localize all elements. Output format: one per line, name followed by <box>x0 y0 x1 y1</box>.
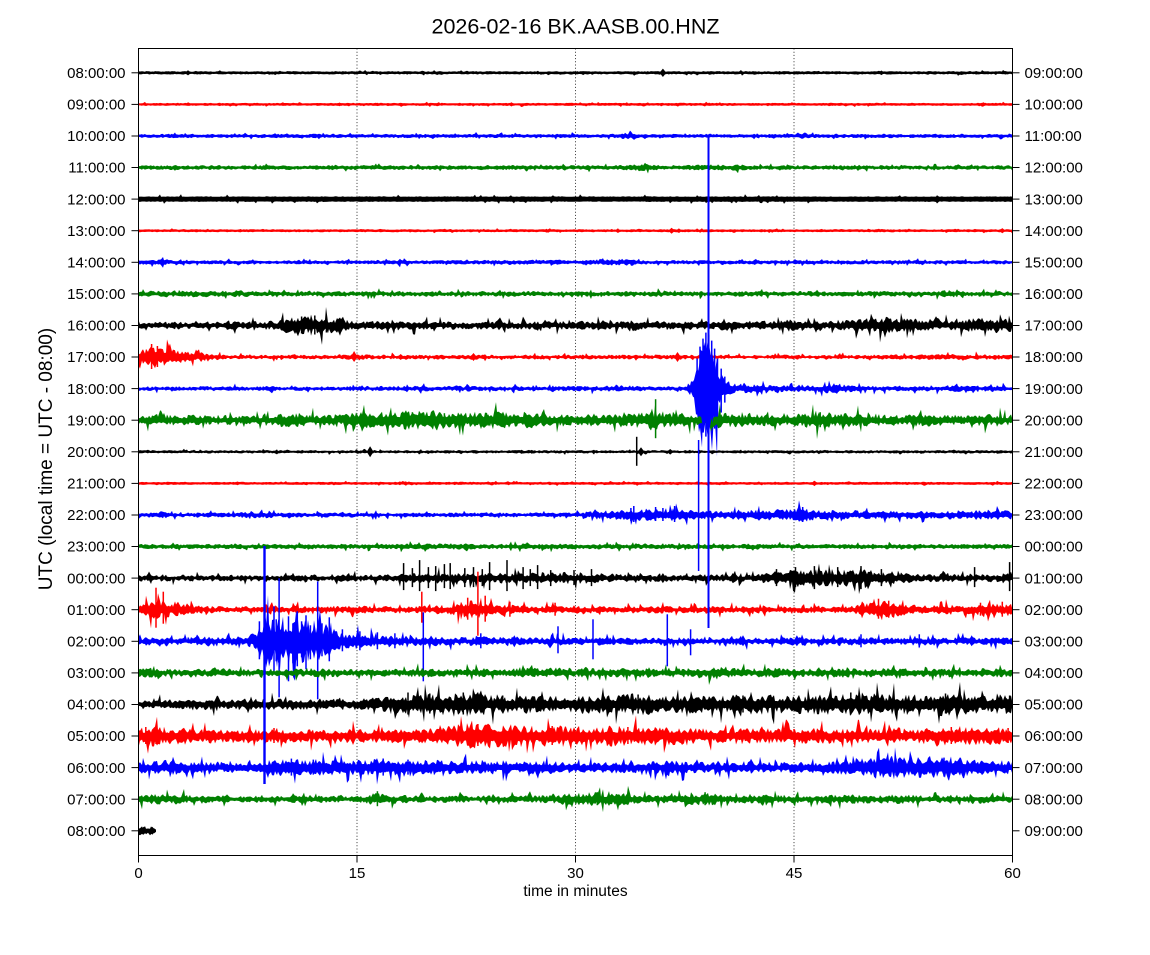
svg-text:2026-02-16 BK.AASB.00.HNZ: 2026-02-16 BK.AASB.00.HNZ <box>431 15 719 39</box>
svg-text:00:00:00: 00:00:00 <box>1025 539 1083 556</box>
svg-text:04:00:00: 04:00:00 <box>1025 665 1083 682</box>
svg-text:08:00:00: 08:00:00 <box>1025 791 1083 808</box>
svg-text:19:00:00: 19:00:00 <box>67 412 125 429</box>
svg-text:UTC (local time = UTC - 08:00): UTC (local time = UTC - 08:00) <box>36 328 57 590</box>
svg-text:18:00:00: 18:00:00 <box>1025 349 1083 366</box>
svg-text:22:00:00: 22:00:00 <box>67 507 125 524</box>
svg-text:16:00:00: 16:00:00 <box>1025 286 1083 303</box>
svg-text:11:00:00: 11:00:00 <box>68 160 125 177</box>
svg-text:20:00:00: 20:00:00 <box>1025 412 1083 429</box>
svg-text:01:00:00: 01:00:00 <box>1025 570 1083 587</box>
svg-text:15: 15 <box>349 865 366 882</box>
svg-text:0: 0 <box>134 865 142 882</box>
svg-text:09:00:00: 09:00:00 <box>1025 65 1083 82</box>
svg-text:07:00:00: 07:00:00 <box>67 791 125 808</box>
svg-text:15:00:00: 15:00:00 <box>67 286 125 303</box>
svg-text:12:00:00: 12:00:00 <box>67 191 125 208</box>
svg-text:05:00:00: 05:00:00 <box>1025 697 1083 714</box>
svg-text:08:00:00: 08:00:00 <box>67 65 125 82</box>
svg-text:time in minutes: time in minutes <box>523 883 627 900</box>
svg-text:19:00:00: 19:00:00 <box>1025 381 1083 398</box>
svg-text:02:00:00: 02:00:00 <box>1025 602 1083 619</box>
svg-text:07:00:00: 07:00:00 <box>1025 760 1083 777</box>
svg-text:12:00:00: 12:00:00 <box>1025 160 1083 177</box>
svg-text:18:00:00: 18:00:00 <box>67 381 125 398</box>
svg-text:01:00:00: 01:00:00 <box>67 602 125 619</box>
svg-text:06:00:00: 06:00:00 <box>67 760 125 777</box>
svg-text:02:00:00: 02:00:00 <box>67 634 125 651</box>
svg-text:21:00:00: 21:00:00 <box>67 476 125 493</box>
svg-text:00:00:00: 00:00:00 <box>67 570 125 587</box>
svg-text:13:00:00: 13:00:00 <box>67 223 125 240</box>
svg-text:10:00:00: 10:00:00 <box>67 128 125 145</box>
svg-text:23:00:00: 23:00:00 <box>67 539 125 556</box>
svg-text:09:00:00: 09:00:00 <box>67 97 125 114</box>
svg-text:03:00:00: 03:00:00 <box>67 665 125 682</box>
svg-text:30: 30 <box>567 865 584 882</box>
svg-text:21:00:00: 21:00:00 <box>1025 444 1083 461</box>
svg-text:22:00:00: 22:00:00 <box>1025 476 1083 493</box>
svg-text:60: 60 <box>1004 865 1021 882</box>
svg-text:15:00:00: 15:00:00 <box>1025 255 1083 272</box>
svg-text:08:00:00: 08:00:00 <box>67 823 125 840</box>
svg-text:16:00:00: 16:00:00 <box>67 318 125 335</box>
svg-text:20:00:00: 20:00:00 <box>67 444 125 461</box>
svg-text:10:00:00: 10:00:00 <box>1025 97 1083 114</box>
svg-text:17:00:00: 17:00:00 <box>1025 318 1083 335</box>
svg-text:23:00:00: 23:00:00 <box>1025 507 1083 524</box>
svg-text:11:00:00: 11:00:00 <box>1025 128 1082 145</box>
svg-text:14:00:00: 14:00:00 <box>67 255 125 272</box>
svg-text:05:00:00: 05:00:00 <box>67 728 125 745</box>
svg-text:06:00:00: 06:00:00 <box>1025 728 1083 745</box>
svg-text:14:00:00: 14:00:00 <box>1025 223 1083 240</box>
svg-text:13:00:00: 13:00:00 <box>1025 191 1083 208</box>
svg-text:45: 45 <box>786 865 803 882</box>
svg-text:17:00:00: 17:00:00 <box>67 349 125 366</box>
svg-text:03:00:00: 03:00:00 <box>1025 634 1083 651</box>
svg-text:04:00:00: 04:00:00 <box>67 697 125 714</box>
svg-text:09:00:00: 09:00:00 <box>1025 823 1083 840</box>
